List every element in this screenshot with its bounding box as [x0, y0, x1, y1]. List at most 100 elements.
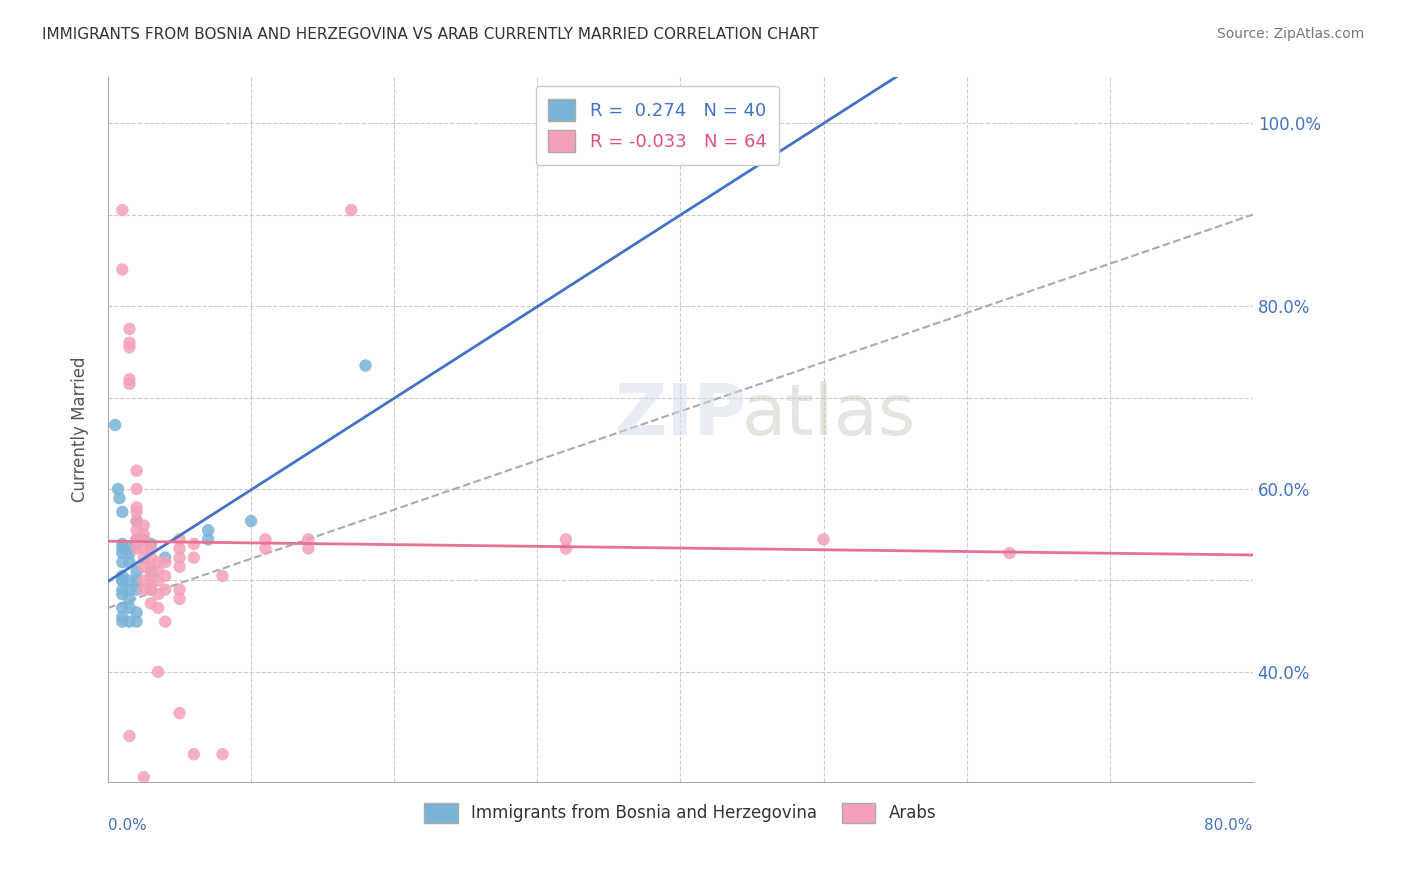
Point: [132, 550, 155, 565]
Point: [125, 541, 148, 556]
Point: [169, 559, 191, 574]
Point: [111, 601, 134, 615]
Point: [125, 514, 148, 528]
Point: [118, 546, 141, 560]
Point: [155, 555, 177, 569]
Point: [146, 574, 169, 588]
Point: [139, 559, 162, 574]
Text: Source: ZipAtlas.com: Source: ZipAtlas.com: [1216, 27, 1364, 41]
Point: [132, 770, 155, 784]
Point: [240, 514, 263, 528]
Point: [998, 546, 1021, 560]
Legend: Immigrants from Bosnia and Herzegovina, Arabs: Immigrants from Bosnia and Herzegovina, …: [418, 796, 943, 830]
Point: [125, 523, 148, 537]
Point: [111, 610, 134, 624]
Point: [118, 591, 141, 606]
Text: ZIP: ZIP: [614, 381, 747, 450]
Point: [139, 541, 162, 556]
Point: [813, 533, 835, 547]
Point: [125, 574, 148, 588]
Point: [139, 578, 162, 592]
Point: [132, 528, 155, 542]
Text: 0.0%: 0.0%: [108, 818, 146, 833]
Point: [254, 533, 277, 547]
Point: [125, 565, 148, 579]
Point: [111, 574, 134, 588]
Point: [211, 747, 233, 762]
Point: [132, 574, 155, 588]
Point: [111, 555, 134, 569]
Text: IMMIGRANTS FROM BOSNIA AND HERZEGOVINA VS ARAB CURRENTLY MARRIED CORRELATION CHA: IMMIGRANTS FROM BOSNIA AND HERZEGOVINA V…: [42, 27, 818, 42]
Point: [146, 601, 169, 615]
Point: [125, 482, 148, 496]
Y-axis label: Currently Married: Currently Married: [72, 357, 89, 502]
Point: [155, 615, 177, 629]
Point: [555, 541, 578, 556]
Point: [118, 555, 141, 569]
Point: [125, 500, 148, 515]
Point: [111, 569, 134, 583]
Point: [297, 541, 319, 556]
Point: [125, 464, 148, 478]
Point: [118, 335, 141, 350]
Point: [111, 615, 134, 629]
Point: [146, 587, 169, 601]
Point: [211, 569, 233, 583]
Point: [125, 533, 148, 547]
Point: [107, 482, 129, 496]
Point: [139, 596, 162, 610]
Point: [169, 541, 191, 556]
Point: [125, 615, 148, 629]
Point: [132, 541, 155, 556]
Point: [118, 615, 141, 629]
Point: [118, 601, 141, 615]
Point: [183, 550, 205, 565]
Point: [132, 559, 155, 574]
Point: [132, 533, 155, 547]
Point: [183, 537, 205, 551]
Point: [125, 514, 148, 528]
Point: [155, 550, 177, 565]
Point: [104, 417, 127, 432]
Point: [132, 582, 155, 597]
Point: [111, 574, 134, 588]
Point: [139, 550, 162, 565]
Point: [155, 569, 177, 583]
Text: 80.0%: 80.0%: [1205, 818, 1253, 833]
Point: [169, 591, 191, 606]
Point: [297, 533, 319, 547]
Point: [555, 533, 578, 547]
Point: [108, 491, 131, 505]
Point: [354, 359, 377, 373]
Point: [169, 582, 191, 597]
Point: [197, 533, 219, 547]
Point: [254, 541, 277, 556]
Point: [118, 376, 141, 391]
Point: [125, 606, 148, 620]
Point: [111, 505, 134, 519]
Point: [139, 582, 162, 597]
Point: [139, 565, 162, 579]
Point: [118, 340, 141, 354]
Point: [118, 582, 141, 597]
Point: [125, 533, 148, 547]
Point: [125, 505, 148, 519]
Point: [197, 523, 219, 537]
Point: [146, 565, 169, 579]
Point: [118, 541, 141, 556]
Point: [118, 729, 141, 743]
Point: [340, 202, 363, 217]
Point: [125, 537, 148, 551]
Text: atlas: atlas: [742, 381, 917, 450]
Point: [169, 706, 191, 720]
Point: [111, 582, 134, 597]
Point: [125, 582, 148, 597]
Point: [146, 665, 169, 679]
Point: [146, 555, 169, 569]
Point: [155, 582, 177, 597]
Point: [118, 574, 141, 588]
Point: [132, 518, 155, 533]
Point: [139, 582, 162, 597]
Point: [111, 546, 134, 560]
Point: [111, 537, 134, 551]
